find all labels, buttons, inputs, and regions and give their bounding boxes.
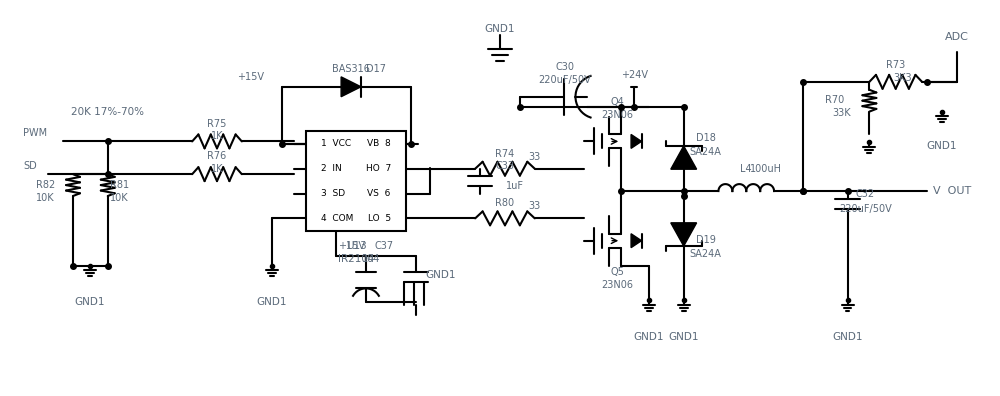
Text: VB  8: VB 8 bbox=[367, 139, 391, 148]
Text: D18: D18 bbox=[696, 133, 715, 143]
Text: 3  SD: 3 SD bbox=[321, 189, 345, 198]
Text: Q5: Q5 bbox=[610, 267, 624, 278]
Text: 33: 33 bbox=[529, 152, 541, 162]
Text: 23N06: 23N06 bbox=[601, 110, 633, 120]
Text: 20K 17%-70%: 20K 17%-70% bbox=[71, 107, 144, 116]
Text: ADC: ADC bbox=[945, 32, 969, 42]
Text: D19: D19 bbox=[696, 235, 715, 245]
Text: PWM: PWM bbox=[23, 128, 47, 139]
Text: C30: C30 bbox=[555, 62, 574, 72]
Text: 10K: 10K bbox=[36, 193, 55, 203]
Text: GND1: GND1 bbox=[256, 297, 287, 307]
Text: +24V: +24V bbox=[621, 70, 648, 80]
Text: 23N06: 23N06 bbox=[601, 280, 633, 290]
Polygon shape bbox=[671, 146, 697, 169]
Text: SA24A: SA24A bbox=[690, 249, 721, 259]
Polygon shape bbox=[631, 234, 642, 248]
Text: GND1: GND1 bbox=[668, 332, 699, 342]
Text: R75: R75 bbox=[207, 118, 227, 129]
Text: 33: 33 bbox=[529, 202, 541, 211]
Text: 1K: 1K bbox=[211, 131, 223, 141]
Text: 2  IN: 2 IN bbox=[321, 164, 342, 173]
Text: +15V: +15V bbox=[237, 72, 264, 82]
Text: GND1: GND1 bbox=[927, 141, 957, 151]
Text: SD: SD bbox=[23, 161, 37, 171]
Text: LO  5: LO 5 bbox=[368, 214, 391, 223]
Text: D17: D17 bbox=[366, 64, 386, 74]
Text: C33: C33 bbox=[495, 161, 514, 171]
Text: R70: R70 bbox=[825, 95, 844, 105]
Text: L4: L4 bbox=[740, 164, 752, 174]
Text: 220uF/50V: 220uF/50V bbox=[839, 204, 892, 214]
Text: 33K: 33K bbox=[832, 108, 851, 118]
Text: R80: R80 bbox=[495, 198, 515, 208]
Text: GND1: GND1 bbox=[634, 332, 664, 342]
Text: 1uF: 1uF bbox=[506, 181, 524, 191]
Text: C32: C32 bbox=[856, 189, 875, 199]
Text: GND1: GND1 bbox=[425, 270, 456, 280]
Text: HO  7: HO 7 bbox=[366, 164, 391, 173]
Text: IR2104: IR2104 bbox=[338, 253, 374, 264]
Text: C37: C37 bbox=[374, 241, 393, 251]
Text: 3K3: 3K3 bbox=[893, 73, 911, 83]
Text: V  OUT: V OUT bbox=[933, 186, 972, 196]
Polygon shape bbox=[631, 135, 642, 148]
Text: SA24A: SA24A bbox=[690, 147, 721, 157]
Text: BAS316: BAS316 bbox=[332, 64, 370, 74]
Text: GND1: GND1 bbox=[485, 24, 515, 34]
Text: GND1: GND1 bbox=[75, 297, 105, 307]
Text: U13: U13 bbox=[346, 241, 366, 251]
Text: 4  COM: 4 COM bbox=[321, 214, 354, 223]
Text: 220uF/50V: 220uF/50V bbox=[538, 75, 591, 85]
Text: Q4: Q4 bbox=[610, 97, 624, 107]
Text: R74: R74 bbox=[495, 149, 515, 159]
Text: GND1: GND1 bbox=[832, 332, 863, 342]
Bar bbox=[306, 131, 406, 231]
Polygon shape bbox=[341, 77, 361, 97]
Text: 104: 104 bbox=[362, 253, 380, 264]
Text: +15V: +15V bbox=[338, 241, 365, 251]
Text: R81: R81 bbox=[110, 180, 129, 190]
Polygon shape bbox=[671, 223, 697, 246]
Text: 1K: 1K bbox=[211, 164, 223, 174]
Text: R76: R76 bbox=[207, 151, 227, 161]
Text: 100uH: 100uH bbox=[750, 164, 782, 174]
Text: 10K: 10K bbox=[110, 193, 129, 203]
Text: R82: R82 bbox=[36, 180, 55, 190]
Text: 1  VCC: 1 VCC bbox=[321, 139, 351, 148]
Text: VS  6: VS 6 bbox=[367, 189, 391, 198]
Text: R73: R73 bbox=[886, 60, 905, 70]
